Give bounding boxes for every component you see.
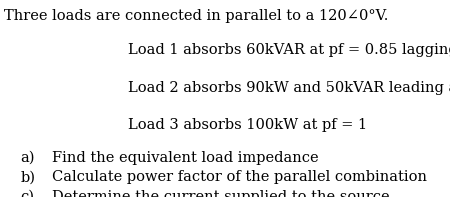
Text: Load 1 absorbs 60kVAR at pf = 0.85 lagging,: Load 1 absorbs 60kVAR at pf = 0.85 laggi… — [128, 43, 450, 57]
Text: a): a) — [20, 151, 35, 165]
Text: Load 3 absorbs 100kW at pf = 1: Load 3 absorbs 100kW at pf = 1 — [128, 118, 367, 132]
Text: Find the equivalent load impedance: Find the equivalent load impedance — [52, 151, 319, 165]
Text: Three loads are connected in parallel to a 120∠0°V.: Three loads are connected in parallel to… — [4, 9, 389, 23]
Text: c): c) — [20, 190, 34, 197]
Text: Load 2 absorbs 90kW and 50kVAR leading and: Load 2 absorbs 90kW and 50kVAR leading a… — [128, 81, 450, 95]
Text: b): b) — [20, 170, 35, 184]
Text: Calculate power factor of the parallel combination: Calculate power factor of the parallel c… — [52, 170, 427, 184]
Text: Determine the current supplied to the source: Determine the current supplied to the so… — [52, 190, 389, 197]
